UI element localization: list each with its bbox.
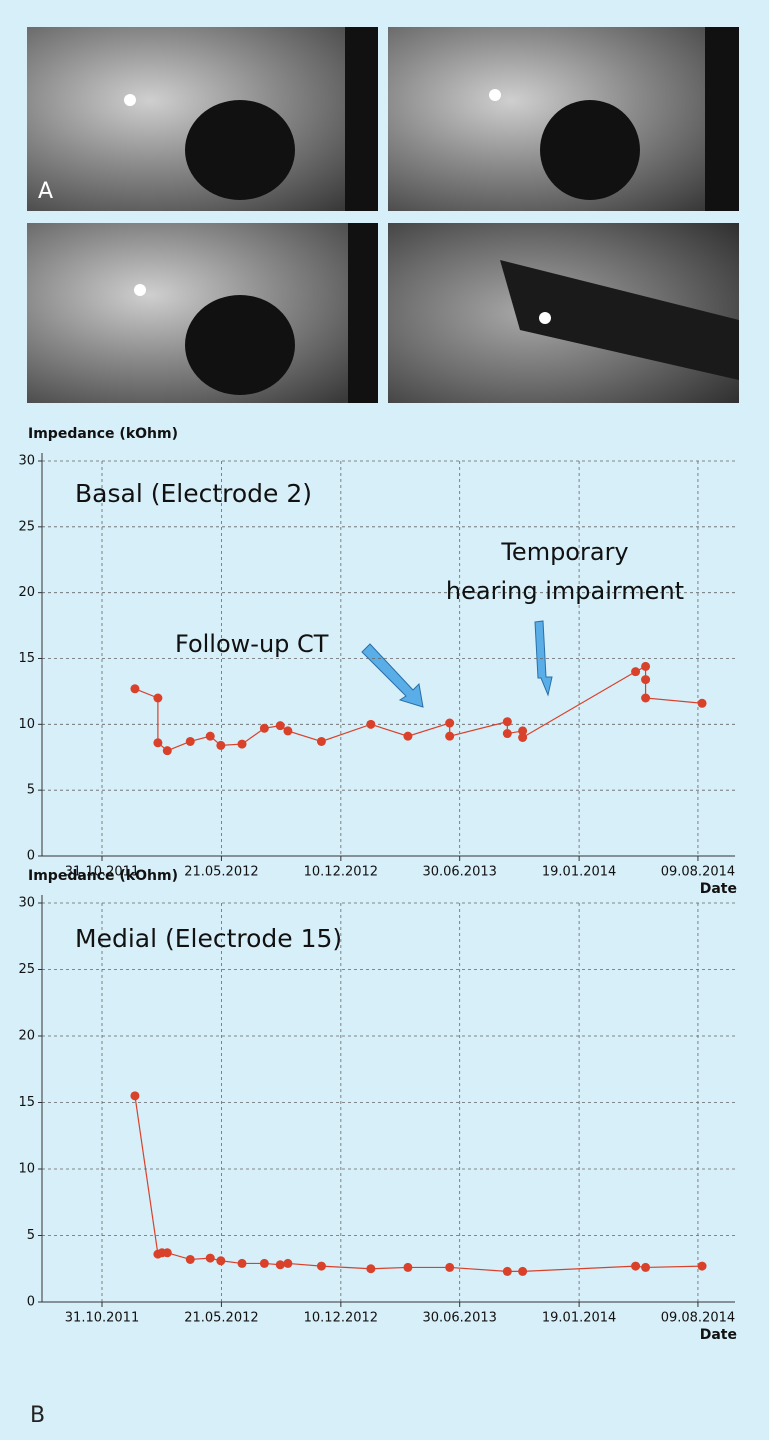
ct-image [27, 27, 378, 211]
annotation: hearing impairment [446, 577, 684, 605]
data-point [259, 723, 269, 733]
x-tick-label: 19.01.2014 [542, 865, 616, 880]
data-point [641, 675, 651, 685]
data-point [316, 1261, 326, 1271]
y-tick-label: 25 [18, 519, 35, 534]
data-point [185, 1254, 195, 1264]
ct-image [388, 27, 739, 211]
data-point [641, 661, 651, 671]
data-point [130, 684, 140, 694]
x-tick-label: 31.10.2011 [65, 1311, 139, 1326]
data-point [205, 1253, 215, 1263]
data-point [185, 736, 195, 746]
panel-label: A [38, 179, 53, 204]
y-tick-label: 5 [27, 783, 35, 798]
data-point [216, 740, 226, 750]
y-axis-label: Impedance (kOhm) [28, 868, 178, 884]
annotation-arrow [361, 643, 424, 708]
data-point [237, 739, 247, 749]
data-point [237, 1258, 247, 1268]
data-point [205, 731, 215, 741]
x-tick-label: 30.06.2013 [422, 865, 496, 880]
y-tick-label: 10 [18, 717, 35, 732]
data-point [518, 1266, 528, 1276]
y-tick-label: 0 [27, 1295, 35, 1310]
x-tick-label: 30.06.2013 [422, 1311, 496, 1326]
x-tick-label: 31.10.2011 [65, 865, 139, 880]
data-point [216, 1256, 226, 1266]
chart-title: Basal (Electrode 2) [75, 479, 312, 508]
data-point [502, 729, 512, 739]
data-point [518, 726, 528, 736]
data-point [445, 1262, 455, 1272]
data-point [445, 718, 455, 728]
data-point [283, 1258, 293, 1268]
data-point [631, 667, 641, 677]
annotation: Temporary [500, 538, 628, 566]
panel-label: B [30, 1403, 45, 1428]
data-line [134, 665, 703, 752]
x-tick-label: 21.05.2012 [184, 865, 258, 880]
data-point [403, 1262, 413, 1272]
x-tick-label: 10.12.2012 [304, 1311, 378, 1326]
data-point [162, 1248, 172, 1258]
data-point [502, 717, 512, 727]
x-tick-label: 19.01.2014 [542, 1311, 616, 1326]
y-tick-label: 30 [18, 454, 35, 469]
y-tick-label: 10 [18, 1162, 35, 1177]
data-point [697, 1261, 707, 1271]
data-point [641, 1262, 651, 1272]
data-point [518, 733, 528, 742]
y-axis-label: Impedance (kOhm) [28, 426, 178, 442]
annotation-arrow [534, 620, 553, 697]
y-tick-label: 0 [27, 849, 35, 864]
x-axis-label: Date [700, 881, 737, 897]
data-point [366, 1264, 376, 1274]
chart-title: Medial (Electrode 15) [75, 924, 342, 953]
data-point [316, 736, 326, 746]
y-tick-label: 20 [18, 585, 35, 600]
x-tick-label: 10.12.2012 [304, 865, 378, 880]
data-point [283, 726, 293, 736]
y-tick-label: 15 [18, 1095, 35, 1110]
x-axis-label: Date [700, 1327, 737, 1343]
data-point [631, 1261, 641, 1271]
data-point [697, 698, 707, 708]
data-point [445, 731, 455, 741]
y-tick-label: 25 [18, 962, 35, 977]
x-tick-label: 09.08.2014 [661, 1311, 735, 1326]
data-point [153, 738, 163, 748]
x-tick-label: 21.05.2012 [184, 1311, 258, 1326]
ct-image [388, 223, 739, 403]
y-tick-label: 30 [18, 896, 35, 911]
data-point [403, 731, 413, 741]
data-point [162, 746, 172, 756]
data-point [641, 693, 651, 703]
annotation: Follow-up CT [175, 630, 329, 658]
ct-image [27, 223, 378, 403]
data-point [259, 1258, 269, 1268]
data-point [366, 719, 376, 729]
y-tick-label: 5 [27, 1228, 35, 1243]
data-point [130, 1091, 140, 1101]
data-point [275, 1260, 285, 1270]
x-tick-label: 09.08.2014 [661, 865, 735, 880]
data-point [502, 1266, 512, 1276]
data-point [153, 693, 163, 703]
data-point [275, 721, 285, 731]
y-tick-label: 20 [18, 1029, 35, 1044]
data-line [134, 1095, 703, 1273]
y-tick-label: 15 [18, 651, 35, 666]
